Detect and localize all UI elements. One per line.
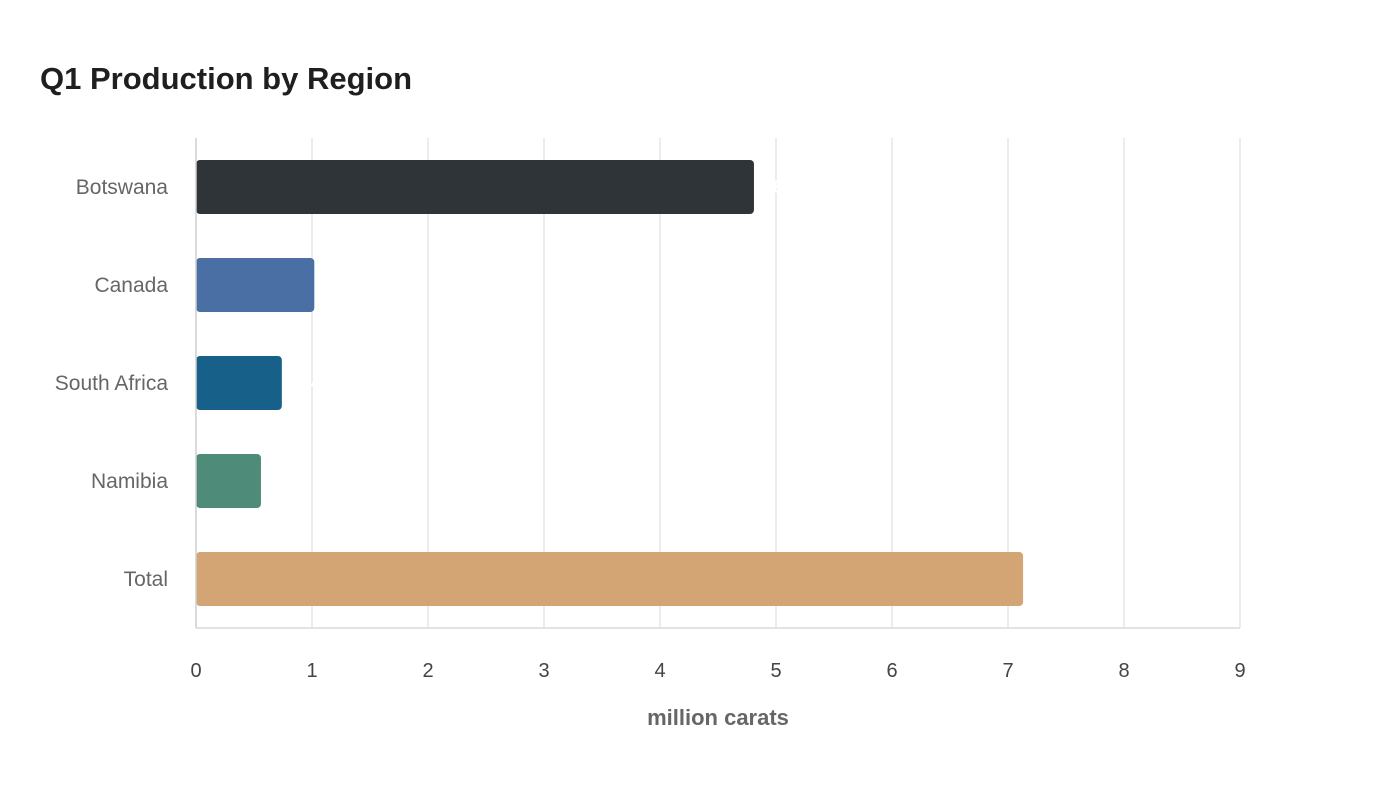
x-tick-label: 6 <box>886 660 897 682</box>
bar-total <box>196 552 1024 606</box>
bars <box>196 160 1024 606</box>
gridlines <box>311 138 1241 628</box>
y-category-label: Namibia <box>91 470 168 493</box>
y-category-label: Botswana <box>76 176 169 199</box>
axes <box>195 138 1240 629</box>
labels: 0 1 2 3 4 5 6 7 8 9 Botswana 4.81 Canada 1.02 South Af… <box>55 176 1246 682</box>
x-tick-label: 7 <box>1002 660 1013 682</box>
x-tick-label: 0 <box>190 660 201 682</box>
bar-data-label: 7.13 <box>1027 569 1062 589</box>
x-tick-label: 1 <box>306 660 317 682</box>
chart-title: Q1 Production by Region <box>40 61 413 96</box>
bar-botswana <box>196 160 754 214</box>
y-category-label: South Africa <box>55 372 169 395</box>
bar-data-label: 0.74 <box>286 373 321 393</box>
bar-data-label: 4.81 <box>758 177 793 197</box>
bar-namibia <box>196 454 261 508</box>
bar-data-label: 0.56 <box>265 471 300 491</box>
y-category-label: Total <box>124 568 168 591</box>
bar-canada <box>196 258 315 312</box>
x-tick-label: 9 <box>1234 660 1245 682</box>
x-tick-label: 5 <box>770 660 781 682</box>
bar-south-africa <box>196 356 282 410</box>
x-tick-label: 3 <box>538 660 549 682</box>
x-tick-label: 4 <box>654 660 665 682</box>
y-category-label: Canada <box>94 274 168 297</box>
bar-data-label: 1.02 <box>318 275 353 295</box>
x-tick-label: 8 <box>1118 660 1129 682</box>
x-tick-label: 2 <box>422 660 433 682</box>
x-axis-title: million carats <box>647 705 789 730</box>
